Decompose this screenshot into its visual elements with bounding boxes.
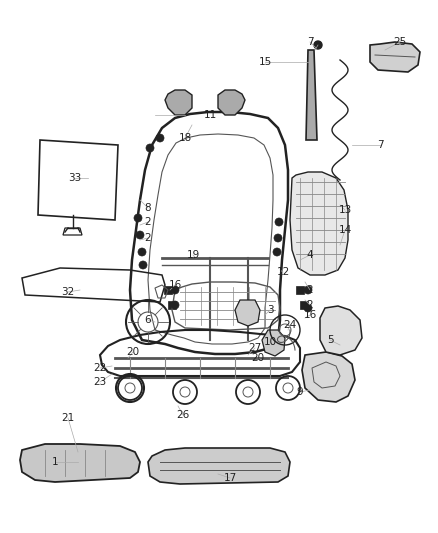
Text: 18: 18 bbox=[178, 133, 192, 143]
Polygon shape bbox=[370, 42, 420, 72]
Circle shape bbox=[274, 234, 282, 242]
Text: 19: 19 bbox=[187, 250, 200, 260]
Bar bbox=[164, 286, 172, 294]
Text: 26: 26 bbox=[177, 410, 190, 420]
Circle shape bbox=[275, 218, 283, 226]
Polygon shape bbox=[148, 448, 290, 484]
Polygon shape bbox=[218, 90, 245, 115]
Text: 3: 3 bbox=[267, 305, 273, 315]
Text: 2: 2 bbox=[307, 285, 313, 295]
Circle shape bbox=[171, 286, 179, 294]
Text: 15: 15 bbox=[258, 57, 272, 67]
Bar bbox=[168, 301, 176, 309]
Circle shape bbox=[304, 304, 312, 312]
Text: 1: 1 bbox=[52, 457, 58, 467]
Polygon shape bbox=[165, 90, 192, 115]
Text: 9: 9 bbox=[297, 387, 303, 397]
Text: 2: 2 bbox=[145, 217, 151, 227]
Text: 21: 21 bbox=[61, 413, 74, 423]
Circle shape bbox=[138, 248, 146, 256]
Text: 23: 23 bbox=[93, 377, 106, 387]
Polygon shape bbox=[302, 352, 355, 402]
Circle shape bbox=[273, 248, 281, 256]
Text: 22: 22 bbox=[93, 363, 106, 373]
Bar bbox=[296, 286, 304, 294]
Text: 12: 12 bbox=[276, 267, 290, 277]
Circle shape bbox=[134, 214, 142, 222]
Text: 5: 5 bbox=[327, 335, 333, 345]
Text: 14: 14 bbox=[339, 225, 352, 235]
Text: 27: 27 bbox=[248, 343, 261, 353]
Text: 32: 32 bbox=[61, 287, 74, 297]
Text: 11: 11 bbox=[203, 110, 217, 120]
Circle shape bbox=[314, 41, 322, 49]
Text: 20: 20 bbox=[127, 347, 140, 357]
Text: 7: 7 bbox=[307, 37, 313, 47]
Polygon shape bbox=[320, 306, 362, 355]
Text: 8: 8 bbox=[145, 203, 151, 213]
Text: 6: 6 bbox=[145, 315, 151, 325]
Text: 13: 13 bbox=[339, 205, 352, 215]
Polygon shape bbox=[20, 444, 140, 482]
Bar bbox=[300, 301, 308, 309]
Text: 2: 2 bbox=[307, 300, 313, 310]
Circle shape bbox=[156, 134, 164, 142]
Polygon shape bbox=[262, 330, 285, 356]
Polygon shape bbox=[306, 50, 317, 140]
Circle shape bbox=[139, 261, 147, 269]
Text: 2: 2 bbox=[145, 233, 151, 243]
Circle shape bbox=[136, 231, 144, 239]
Text: 10: 10 bbox=[263, 337, 276, 347]
Text: 20: 20 bbox=[251, 353, 265, 363]
Text: 24: 24 bbox=[283, 320, 297, 330]
Text: 33: 33 bbox=[68, 173, 81, 183]
Circle shape bbox=[146, 144, 154, 152]
Text: 4: 4 bbox=[307, 250, 313, 260]
Text: 16: 16 bbox=[168, 280, 182, 290]
Circle shape bbox=[304, 286, 312, 294]
Circle shape bbox=[171, 301, 179, 309]
Text: 17: 17 bbox=[223, 473, 237, 483]
Text: 25: 25 bbox=[393, 37, 406, 47]
Text: 7: 7 bbox=[377, 140, 383, 150]
Polygon shape bbox=[290, 172, 348, 275]
Polygon shape bbox=[235, 300, 260, 326]
Text: 16: 16 bbox=[304, 310, 317, 320]
